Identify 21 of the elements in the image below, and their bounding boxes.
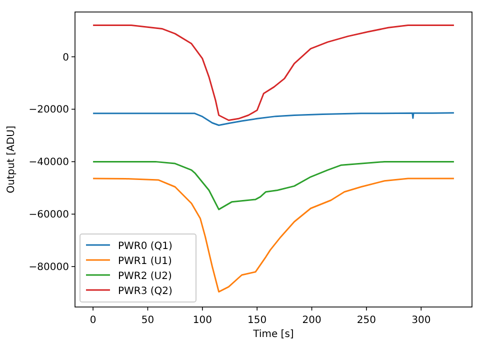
legend-label: PWR1 (U1): [118, 256, 172, 267]
y-axis-title: Output [ADU]: [6, 126, 17, 194]
line-series: [92, 160, 455, 210]
line-series: [92, 112, 455, 126]
line-series: [92, 24, 455, 121]
x-tick-label: 300: [412, 315, 431, 326]
legend-label: PWR3 (Q2): [118, 286, 173, 297]
x-tick-label: 100: [192, 315, 212, 326]
x-tick-label: 200: [302, 315, 322, 326]
y-tick-label: −60000: [28, 210, 69, 221]
y-tick-label: −40000: [28, 157, 69, 168]
legend-label: PWR2 (U2): [118, 271, 172, 282]
y-tick-label: 0: [62, 52, 69, 64]
x-tick-label: 250: [356, 315, 376, 326]
legend-label: PWR0 (Q1): [118, 241, 173, 252]
x-tick-label: 0: [90, 315, 96, 326]
x-tick-label: 50: [141, 315, 154, 326]
y-tick-label: −80000: [28, 262, 69, 274]
x-tick-label: 150: [248, 315, 267, 326]
y-tick-label: −20000: [28, 104, 69, 116]
x-axis-title: Time [s]: [252, 329, 294, 340]
